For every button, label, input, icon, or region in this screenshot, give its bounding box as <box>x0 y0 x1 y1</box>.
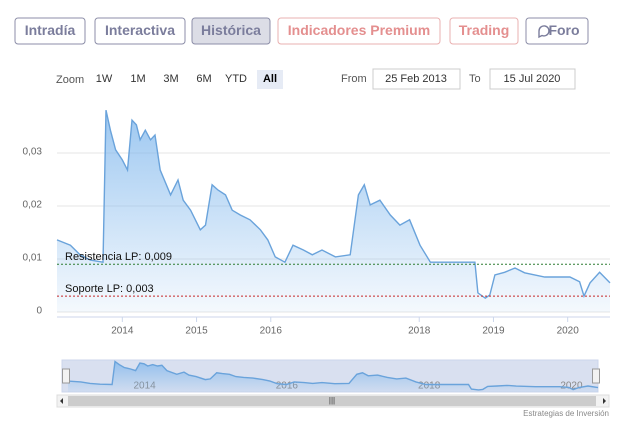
zoom-button[interactable]: All <box>263 73 277 85</box>
x-tick-label: 2015 <box>185 326 208 337</box>
x-tick-label: 2016 <box>260 326 283 337</box>
zoom-button-bg <box>257 70 283 89</box>
x-tick-label: 2020 <box>557 326 580 337</box>
plot-line-label: Resistencia LP: 0,009 <box>65 251 172 263</box>
tab-label[interactable]: Intradía <box>25 22 76 38</box>
zoom-button[interactable]: 1M <box>130 73 145 85</box>
scroll-right[interactable] <box>603 398 606 404</box>
tab[interactable] <box>449 17 519 45</box>
to-input[interactable] <box>489 68 576 90</box>
zoom-button[interactable]: 1W <box>96 73 113 85</box>
navigator-handle[interactable] <box>592 368 600 384</box>
tab[interactable] <box>277 17 441 45</box>
tab-label[interactable]: Interactiva <box>105 22 175 38</box>
zoom-label: Zoom <box>56 74 84 86</box>
navigator-line <box>67 360 599 391</box>
from-input[interactable] <box>372 68 461 90</box>
zoom-button[interactable]: 3M <box>163 73 178 85</box>
x-tick-label: 2019 <box>482 326 505 337</box>
navigator-tick-label: 2020 <box>560 381 583 392</box>
price-line <box>56 109 611 300</box>
tab[interactable] <box>14 17 86 45</box>
to-date: 15 Jul 2020 <box>504 73 561 85</box>
tab-label[interactable]: Foro <box>548 22 579 38</box>
tab[interactable] <box>191 17 271 45</box>
price-area <box>57 110 610 312</box>
y-tick-label: 0 <box>36 306 42 317</box>
tab[interactable] <box>94 17 186 45</box>
navigator-area <box>68 361 598 392</box>
credit: Estrategias de Inversión <box>523 409 609 418</box>
y-tick-label: 0,03 <box>23 147 43 158</box>
scrollbar-thumb[interactable] <box>68 396 596 406</box>
from-label: From <box>341 73 367 85</box>
scrollbar-grip: ||| <box>329 396 335 405</box>
plot-line-label: Soporte LP: 0,003 <box>65 283 154 295</box>
tab-label[interactable]: Trading <box>459 22 510 38</box>
scroll-left[interactable] <box>60 398 63 404</box>
x-tick-label: 2014 <box>111 326 134 337</box>
navigator-handle[interactable] <box>62 368 70 384</box>
tab-label[interactable]: Histórica <box>201 22 261 38</box>
chat-icon <box>538 25 550 39</box>
tab[interactable] <box>525 17 589 45</box>
y-tick-label: 0,02 <box>23 200 43 211</box>
y-tick-label: 0,01 <box>23 253 43 264</box>
zoom-button[interactable]: 6M <box>196 73 211 85</box>
x-tick-label: 2018 <box>408 326 431 337</box>
zoom-button[interactable]: YTD <box>225 73 247 85</box>
from-date: 25 Feb 2013 <box>385 73 447 85</box>
tab-label[interactable]: Indicadores Premium <box>288 22 430 38</box>
to-label: To <box>469 73 481 85</box>
